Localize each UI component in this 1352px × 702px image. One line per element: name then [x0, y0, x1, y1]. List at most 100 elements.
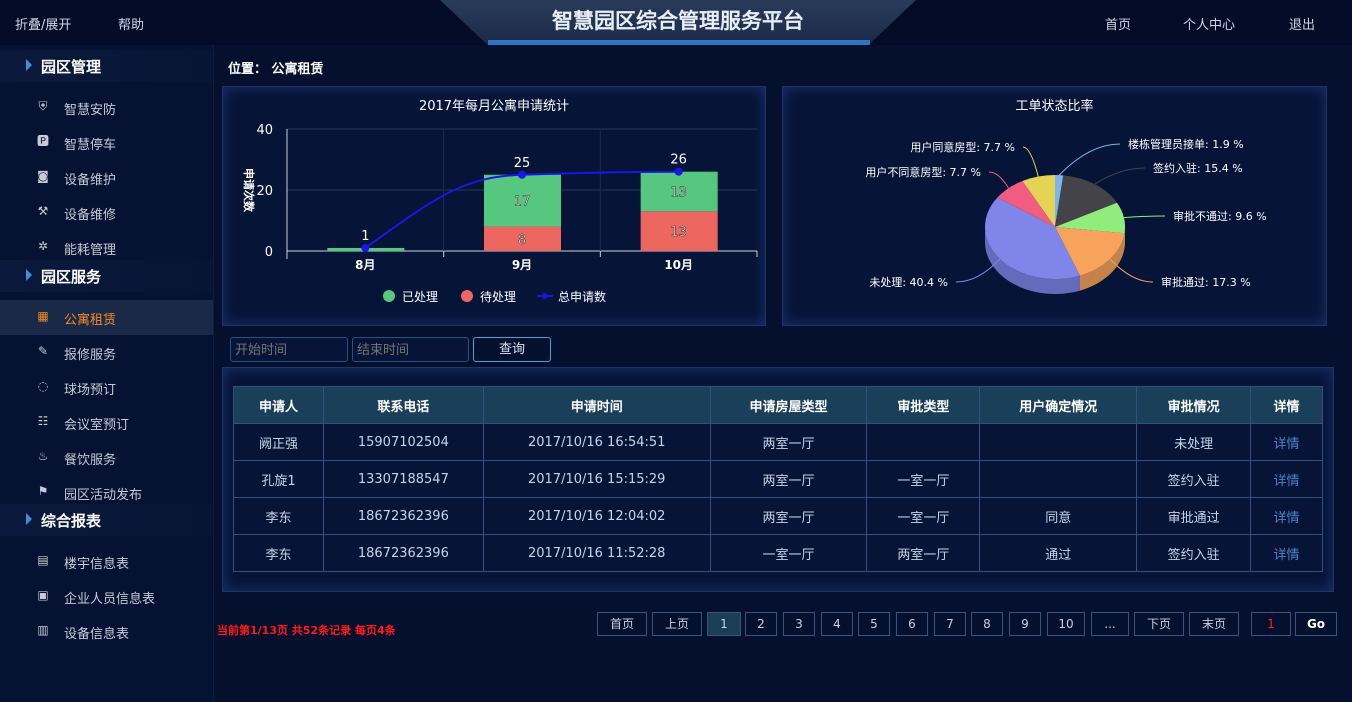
line-data-label: 26 [670, 153, 687, 168]
help-link[interactable]: 帮助 [118, 18, 145, 33]
start-time-input[interactable] [230, 337, 348, 362]
sidebar-item-label: 能耗管理 [64, 243, 117, 258]
detail-link[interactable]: 详情 [1250, 423, 1323, 461]
page-button[interactable]: 2 [745, 612, 777, 636]
sidebar-item[interactable]: ▥ 设备信息表 [0, 614, 213, 649]
page-button[interactable]: 1 [707, 612, 741, 636]
page-button[interactable]: 4 [821, 612, 853, 636]
pie-data-label: 未处理: 40.4 % [869, 276, 948, 289]
sidebar-section-label: 综合报表 [41, 512, 102, 530]
sidebar-item-label: 设备维护 [64, 173, 117, 188]
title-accent-bar [488, 40, 870, 45]
pie-label-connector [988, 171, 1009, 189]
table-cell: 18672362396 [322, 497, 484, 535]
sidebar-item[interactable]: ◙ 设备维护 [0, 160, 213, 195]
sidebar-item[interactable]: ⚒ 设备维修 [0, 195, 213, 230]
sidebar-item[interactable]: ▦ 公寓租赁 [0, 300, 213, 335]
page-button[interactable]: 3 [783, 612, 815, 636]
pie-slice [1055, 202, 1125, 234]
table-cell: 李东 [233, 497, 324, 535]
column-header: 联系电话 [322, 386, 484, 424]
page-jump-input[interactable]: 1 [1251, 612, 1291, 636]
query-button[interactable]: 查询 [473, 337, 551, 362]
page-button[interactable]: 6 [896, 612, 928, 636]
detail-link[interactable]: 详情 [1250, 497, 1323, 535]
pie-data-label: 审批不通过: 9.6 % [1173, 209, 1267, 223]
bar-chart-title: 2017年每月公寓申请统计 [418, 99, 570, 114]
line-point [674, 167, 683, 176]
sidebar: 园区管理 ⛨ 智慧安防 🅿 智慧停车 ◙ 设备维护 ⚒ 设备维修 ✲ 能耗管理 园区服务 ▦ 公寓租赁 ✎ 报… [0, 45, 214, 702]
table-cell: 13307188547 [322, 460, 484, 498]
table-row: 李东 18672362396 2017/10/16 11:52:28 一室一厅 两室一厅… [233, 534, 1323, 572]
sidebar-section[interactable]: 综合报表 [0, 504, 213, 536]
column-header: 用户确定情况 [979, 386, 1138, 424]
page-button[interactable]: 9 [1009, 612, 1041, 636]
pie-data-label: 用户不同意房型: 7.7 % [865, 165, 981, 179]
table-row: 阙正强 15907102504 2017/10/16 16:54:51 两室一厅 未处理… [233, 423, 1323, 461]
legend-marker [542, 293, 548, 299]
end-time-input[interactable] [352, 337, 469, 362]
nav-profile[interactable]: 个人中心 [1183, 18, 1236, 33]
sidebar-item[interactable]: ◌ 球场预订 [0, 370, 213, 405]
detail-link[interactable]: 详情 [1250, 534, 1323, 572]
page-button[interactable]: 下页 [1134, 612, 1184, 636]
sidebar-item[interactable]: ♨ 餐饮服务 [0, 440, 213, 475]
sidebar-item[interactable]: ⚑ 园区活动发布 [0, 475, 213, 510]
parking-icon: 🅿 [36, 134, 49, 148]
page-button[interactable]: 8 [971, 612, 1003, 636]
sidebar-item-label: 设备信息表 [64, 627, 130, 642]
table-header-row: 申请人 联系电话 申请时间 申请房屋类型 审批类型 用户确定情况 审批情况 详情 [233, 386, 1323, 424]
table-cell: 签约入驻 [1136, 460, 1252, 498]
toggle-sidebar-button[interactable]: 折叠/展开 [15, 18, 72, 33]
column-header: 申请时间 [482, 386, 711, 424]
sidebar-item[interactable]: ☷ 会议室预订 [0, 405, 213, 440]
sidebar-item-label: 智慧安防 [64, 103, 117, 118]
page-button[interactable]: ... [1091, 612, 1129, 636]
breadcrumb-label: 位置： [228, 62, 268, 77]
table-cell: 2017/10/16 12:04:02 [482, 497, 711, 535]
sidebar-item[interactable]: ⛨ 智慧安防 [0, 90, 213, 125]
table-cell: 2017/10/16 11:52:28 [482, 534, 711, 572]
sidebar-item[interactable]: 🅿 智慧停车 [0, 125, 213, 160]
sidebar-item-label: 会议室预订 [64, 418, 130, 433]
wrench-icon: ⚒ [37, 204, 49, 218]
sidebar-item[interactable]: ▣ 企业人员信息表 [0, 579, 213, 614]
sidebar-item[interactable]: ▤ 楼宇信息表 [0, 544, 213, 579]
detail-link[interactable]: 详情 [1250, 460, 1323, 498]
building-icon: ▦ [37, 309, 49, 323]
bar-data-label: 17 [514, 195, 531, 210]
bar-chart: 0 20 40 申请次数 8月 1 9月 8 17 25 10月 13 13 26 已处理 待处理 总申请数 [242, 123, 758, 304]
bar-data-label: 13 [670, 186, 687, 201]
page-button[interactable]: 10 [1047, 612, 1085, 636]
sidebar-item[interactable]: ✲ 能耗管理 [0, 230, 213, 265]
table-cell: 孔旋1 [233, 460, 324, 498]
sidebar-section[interactable]: 园区服务 [0, 260, 213, 292]
line-point [361, 243, 370, 252]
bar-chart-panel: 2017年每月公寓申请统计 0 20 40 申请次数 8月 1 9月 8 17 25 10月 13 13… [222, 86, 766, 326]
column-header: 详情 [1250, 386, 1323, 424]
caret-right-icon [26, 269, 32, 281]
legend-label: 待处理 [480, 290, 516, 304]
page-button[interactable]: 首页 [597, 612, 647, 636]
table-cell: 两室一厅 [709, 423, 868, 461]
nav-home[interactable]: 首页 [1105, 18, 1132, 33]
dining-icon: ♨ [37, 449, 49, 463]
page-button[interactable]: 末页 [1189, 612, 1239, 636]
nav-logout[interactable]: 退出 [1289, 18, 1316, 33]
go-button[interactable]: Go [1295, 612, 1337, 636]
page-button[interactable]: 7 [934, 612, 966, 636]
page-button[interactable]: 5 [858, 612, 890, 636]
sidebar-item-label: 公寓租赁 [64, 313, 117, 328]
table-cell: 阙正强 [233, 423, 324, 461]
sidebar-section[interactable]: 园区管理 [0, 50, 213, 82]
pie-chart-title: 工单状态比率 [1015, 99, 1094, 114]
pagination-info: 当前第1/13页 共52条记录 每页4条 [217, 624, 396, 637]
y-tick-label: 0 [265, 245, 273, 260]
table-cell: 两室一厅 [709, 497, 868, 535]
page-button[interactable]: 上页 [652, 612, 702, 636]
sidebar-item[interactable]: ✎ 报修服务 [0, 335, 213, 370]
sidebar-item-label: 楼宇信息表 [64, 557, 130, 572]
table-cell [979, 460, 1138, 498]
table-cell: 李东 [233, 534, 324, 572]
y-axis-label: 申请次数 [242, 168, 256, 213]
